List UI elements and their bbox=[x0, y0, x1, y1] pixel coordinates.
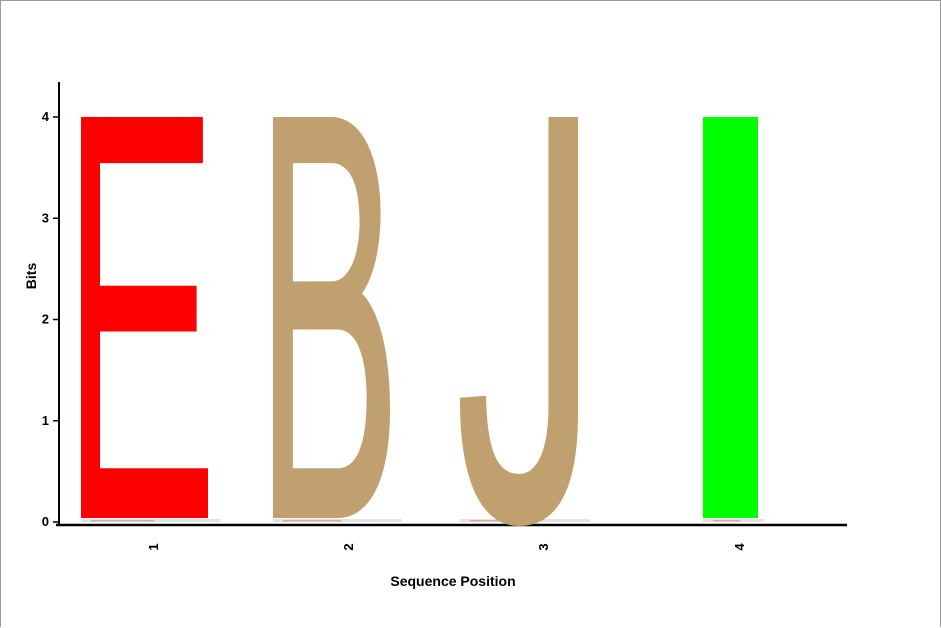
x-tick-label: 1 bbox=[146, 543, 161, 550]
x-tick-label: 3 bbox=[536, 543, 551, 550]
glyph-i bbox=[703, 117, 758, 518]
y-tick-label: 2 bbox=[42, 312, 49, 327]
minor-residue-sliver bbox=[91, 520, 155, 522]
glyph-e bbox=[81, 117, 208, 518]
logo-glyphs bbox=[81, 117, 764, 526]
y-ticks: 0 1 2 3 4 bbox=[42, 109, 60, 529]
x-axis-label: Sequence Position bbox=[390, 573, 515, 589]
y-axis-label: Bits bbox=[23, 263, 39, 290]
x-axis: 1 2 3 4 Sequence Position bbox=[56, 523, 847, 589]
y-tick-label: 4 bbox=[42, 109, 50, 124]
glyph-j bbox=[460, 117, 578, 526]
minor-residue-sliver bbox=[713, 520, 741, 522]
glyph-b bbox=[273, 117, 390, 518]
minor-residue-sliver bbox=[283, 520, 342, 522]
y-tick-label: 1 bbox=[42, 413, 49, 428]
x-tick-label: 4 bbox=[732, 543, 747, 551]
y-axis: 0 1 2 3 4 Bits bbox=[23, 82, 60, 529]
x-tick-label: 2 bbox=[341, 543, 356, 550]
x-ticks: 1 2 3 4 bbox=[146, 543, 747, 551]
y-tick-label: 3 bbox=[42, 210, 49, 225]
y-tick-label: 0 bbox=[42, 514, 49, 529]
